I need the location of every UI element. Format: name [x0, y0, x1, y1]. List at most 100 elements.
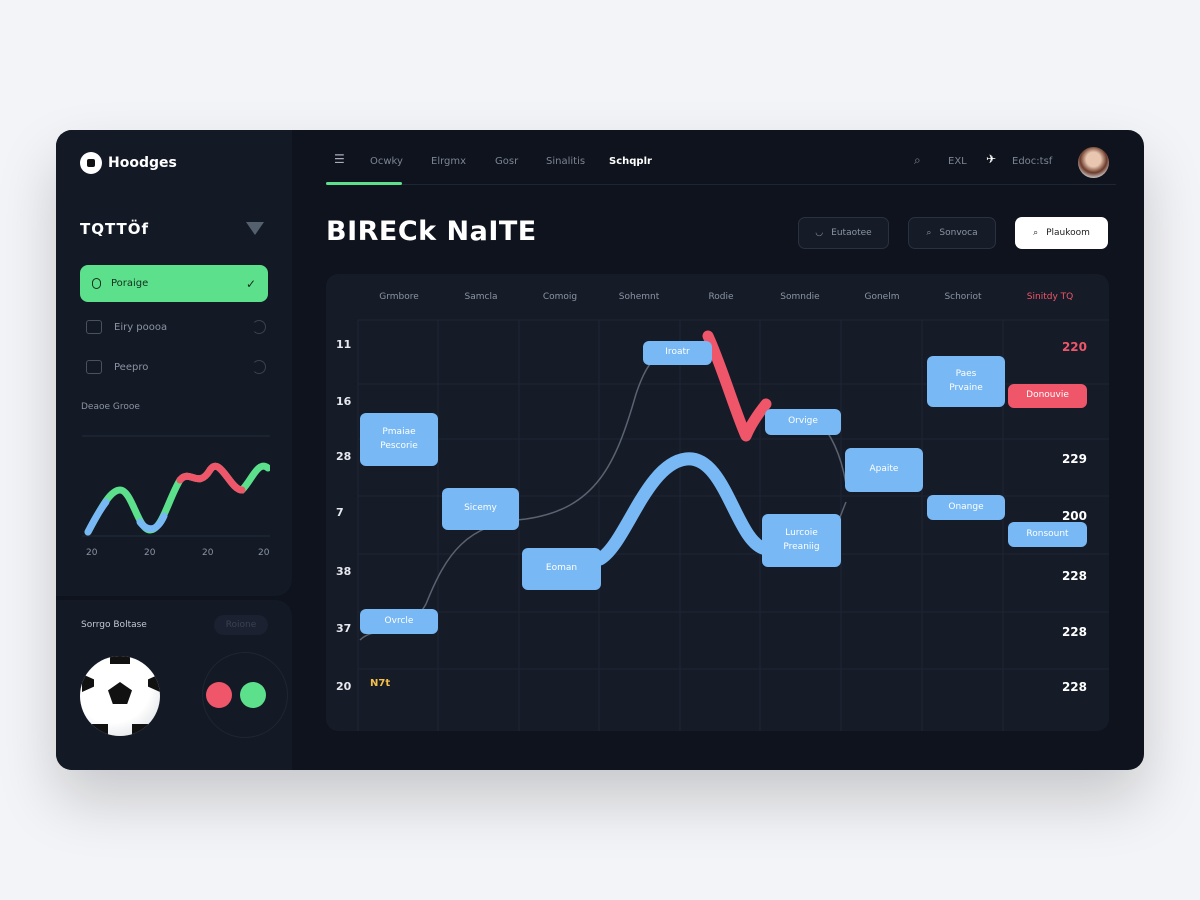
mini-chart-tick: 20	[86, 548, 98, 558]
calendar-icon	[86, 360, 102, 374]
circle-icon	[92, 278, 101, 289]
column-header[interactable]: Samcla	[464, 292, 498, 302]
event-block[interactable]: Onange	[927, 495, 1005, 520]
row-label: 37	[336, 622, 352, 635]
search-icon: ⌕	[926, 228, 932, 238]
event-block[interactable]: Ovrcle	[360, 609, 438, 634]
mini-chart-line-red	[176, 462, 246, 494]
event-label: Iroatr	[665, 347, 690, 358]
inbox-icon	[86, 320, 102, 334]
nav-tab[interactable]: Schqplr	[609, 156, 652, 167]
action-button-2[interactable]: ⌕ Sonvoca	[908, 217, 996, 249]
column-header[interactable]: Grmbore	[379, 292, 419, 302]
event-label: Preaniig	[783, 541, 820, 552]
column-header-highlight[interactable]: Sinitdy TQ	[1026, 292, 1074, 302]
row-value: 228	[1061, 569, 1087, 583]
active-tab-indicator	[326, 182, 402, 185]
mini-line-chart	[82, 435, 270, 537]
event-label: Donouvie	[1026, 390, 1069, 401]
collapse-triangle-icon[interactable]	[246, 222, 264, 235]
sidebar-item-2[interactable]: Peepro	[86, 360, 266, 374]
sidebar-item-label: Poraige	[111, 278, 149, 289]
avatar[interactable]	[1078, 147, 1109, 178]
soccer-ball-icon	[80, 152, 102, 174]
mini-chart-tick: 20	[258, 548, 270, 558]
event-block-alert[interactable]: Donouvie	[1008, 384, 1087, 408]
column-header[interactable]: Comoig	[542, 292, 578, 302]
action-button-1[interactable]: ◡ Eutaotee	[798, 217, 889, 249]
column-header[interactable]: Schoriot	[944, 292, 982, 302]
chevron-down-icon: ✓	[245, 276, 256, 291]
column-header[interactable]: Gonelm	[864, 292, 900, 302]
column-header[interactable]: Rodie	[708, 292, 734, 302]
event-label: Orvige	[788, 416, 818, 427]
event-block[interactable]: Eoman	[522, 548, 601, 590]
sidebar-item-1[interactable]: Eiry poooa	[86, 320, 266, 334]
mini-chart-tick: 20	[202, 548, 214, 558]
nav-tab[interactable]: Ocwky	[370, 156, 403, 167]
plane-icon[interactable]: ✈	[986, 152, 997, 166]
red-indicator	[206, 682, 232, 708]
mini-chart-tick: 20	[144, 548, 156, 558]
event-block[interactable]: Sicemy	[442, 488, 519, 530]
search-icon[interactable]: ⌕	[914, 153, 921, 167]
event-block[interactable]: Orvige	[765, 409, 841, 435]
event-label: Apaite	[869, 464, 899, 475]
row-label: 38	[336, 565, 352, 578]
row-label: 11	[336, 338, 352, 351]
event-label: Paes	[955, 369, 977, 379]
event-label: Pmaiae	[382, 427, 416, 437]
row-value: 200	[1061, 509, 1087, 523]
event-block[interactable]: Iroatr	[643, 341, 712, 365]
sidebar-section-title: TQTTÖf	[80, 220, 150, 238]
column-header[interactable]: Sohemnt	[618, 292, 660, 302]
page-title: BIRECk NaITE	[326, 216, 537, 247]
column-header[interactable]: Somndie	[780, 292, 820, 302]
menu-icon[interactable]: ☰	[334, 152, 345, 166]
nav-ext-link[interactable]: EXL	[948, 156, 967, 167]
nav-tab[interactable]: Gosr	[495, 156, 519, 167]
brand-logo[interactable]: Hoodges	[80, 152, 177, 174]
indicator-ring	[202, 652, 288, 738]
schedule-grid: Grmbore Samcla Comoig Sohemnt Rodie Somn…	[326, 274, 1109, 731]
trend-line-blue	[593, 452, 773, 566]
row-value: 228	[1061, 625, 1087, 639]
bottom-widget: Sorrgo Boltase Roione	[56, 600, 292, 770]
row-label: 20	[336, 680, 352, 693]
top-nav: ☰ Ocwky Elrgmx Gosr Sinalitis Schqplr ⌕ …	[326, 130, 1116, 185]
mini-chart-line-blue	[84, 498, 168, 536]
widget-button[interactable]: Roione	[214, 615, 268, 635]
soccer-ball-image	[80, 656, 160, 736]
footer-tag: N7t	[370, 678, 391, 689]
button-label: Sonvoca	[939, 228, 978, 238]
row-label: 7	[336, 506, 344, 519]
nav-tab[interactable]: Elrgmx	[431, 156, 467, 167]
sidebar-item-label: Eiry poooa	[114, 321, 168, 333]
sidebar-item-active[interactable]: Poraige ✓	[80, 265, 268, 302]
status-ring-icon	[252, 320, 266, 334]
green-indicator	[240, 682, 266, 708]
event-block[interactable]: Pmaiae Pescorie	[360, 413, 438, 466]
event-block[interactable]: Ronsount	[1008, 522, 1087, 547]
primary-button[interactable]: ⌕ Plaukoom	[1015, 217, 1108, 249]
nav-menu-link[interactable]: Edoc:tsf	[1012, 156, 1053, 167]
widget-title: Sorrgo Boltase	[81, 620, 147, 630]
event-label: Ovrcle	[384, 615, 414, 626]
event-label: Onange	[948, 501, 984, 512]
dashboard-window: Hoodges TQTTÖf Poraige ✓ Eiry poooa Peepr…	[56, 130, 1144, 770]
trend-line-red	[702, 330, 772, 442]
event-block[interactable]: Lurcoie Preaniig	[762, 514, 841, 567]
sidebar: Hoodges TQTTÖf Poraige ✓ Eiry poooa Peepr…	[56, 130, 292, 596]
event-label: Lurcoie	[785, 528, 818, 538]
row-label: 16	[336, 395, 352, 408]
event-label: Sicemy	[464, 503, 497, 514]
nav-tab[interactable]: Sinalitis	[546, 156, 586, 167]
shield-icon: ◡	[815, 228, 824, 238]
event-label: Eoman	[545, 563, 578, 574]
button-label: Eutaotee	[831, 228, 872, 238]
row-value: 229	[1061, 452, 1087, 466]
row-label: 28	[336, 450, 352, 463]
event-block[interactable]: Apaite	[845, 448, 923, 492]
status-ring-icon	[252, 360, 266, 374]
event-block[interactable]: Paes Prvaine	[927, 356, 1005, 407]
